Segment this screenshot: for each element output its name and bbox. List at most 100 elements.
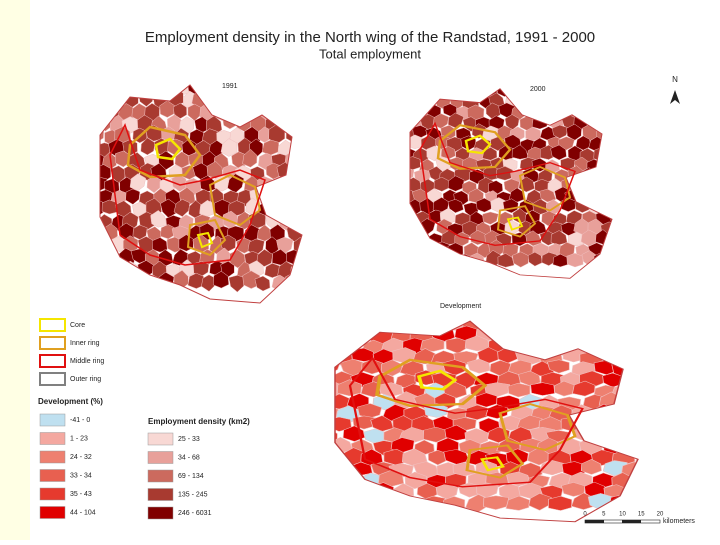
region [108, 262, 124, 281]
region [609, 494, 634, 510]
region [635, 360, 638, 376]
region [566, 123, 582, 141]
region [308, 486, 331, 500]
region [400, 321, 426, 331]
region [100, 270, 105, 290]
region [335, 481, 352, 497]
region [623, 125, 640, 138]
region [610, 337, 635, 354]
region [560, 321, 587, 322]
region [371, 307, 394, 321]
development-swatch [39, 432, 66, 445]
development-swatch [39, 469, 66, 482]
region [391, 222, 406, 238]
region [103, 250, 120, 268]
region [410, 306, 435, 320]
region [654, 337, 679, 352]
region [299, 272, 302, 291]
region [527, 447, 550, 466]
region [572, 380, 596, 397]
region [335, 427, 338, 444]
region [115, 85, 132, 97]
region [206, 161, 223, 179]
region [101, 273, 120, 292]
region [222, 114, 237, 130]
region [579, 188, 597, 204]
development-label: -41 - 0 [70, 417, 90, 424]
region [254, 275, 271, 292]
region [100, 87, 113, 106]
region [308, 304, 331, 320]
region [656, 406, 680, 421]
region [559, 94, 576, 110]
region [410, 232, 416, 247]
region [100, 251, 105, 268]
region [271, 198, 288, 216]
development-label: 35 - 43 [70, 491, 92, 498]
region [641, 482, 666, 498]
region [648, 305, 671, 319]
region [311, 273, 327, 290]
region [251, 67, 268, 83]
region [623, 212, 639, 226]
region [596, 187, 612, 203]
region [655, 362, 678, 376]
region [291, 164, 302, 181]
region [410, 104, 418, 118]
region [587, 95, 604, 111]
region [618, 199, 633, 212]
region [82, 187, 98, 206]
region [643, 439, 667, 454]
region [131, 85, 147, 95]
development-title: Development (%) [38, 397, 103, 406]
region [540, 102, 557, 118]
region [602, 93, 612, 107]
region [312, 224, 328, 240]
region [309, 328, 333, 342]
north-arrow: N [670, 75, 680, 104]
region [467, 358, 491, 374]
region [411, 254, 430, 269]
region [608, 147, 612, 165]
region [84, 164, 98, 181]
region [491, 72, 508, 86]
region [364, 321, 387, 331]
region [264, 90, 281, 106]
region [312, 125, 327, 143]
region [580, 459, 602, 475]
region [301, 223, 302, 243]
region [527, 251, 543, 267]
region [167, 66, 181, 82]
region [496, 395, 522, 410]
north-label: N [672, 75, 678, 84]
region [546, 359, 570, 374]
region [156, 85, 174, 99]
region [151, 237, 168, 253]
region [294, 189, 302, 209]
region [410, 92, 421, 108]
region [587, 177, 604, 193]
region [291, 139, 302, 155]
development-swatch [39, 506, 66, 519]
region [594, 168, 611, 185]
region [257, 176, 273, 193]
region [626, 369, 638, 386]
region [309, 211, 323, 228]
region [444, 424, 470, 441]
region [100, 262, 113, 279]
region [81, 236, 96, 254]
region [538, 306, 560, 319]
region [616, 181, 633, 196]
region [653, 496, 678, 512]
development-label: 1 - 23 [70, 435, 88, 442]
region [501, 305, 521, 319]
region [335, 338, 341, 356]
map-label: Development [440, 303, 481, 310]
region [432, 74, 448, 88]
development-label: 33 - 34 [70, 472, 92, 479]
region [425, 252, 441, 267]
region [392, 245, 407, 258]
region [597, 104, 612, 119]
region [239, 69, 253, 83]
region [410, 177, 411, 194]
